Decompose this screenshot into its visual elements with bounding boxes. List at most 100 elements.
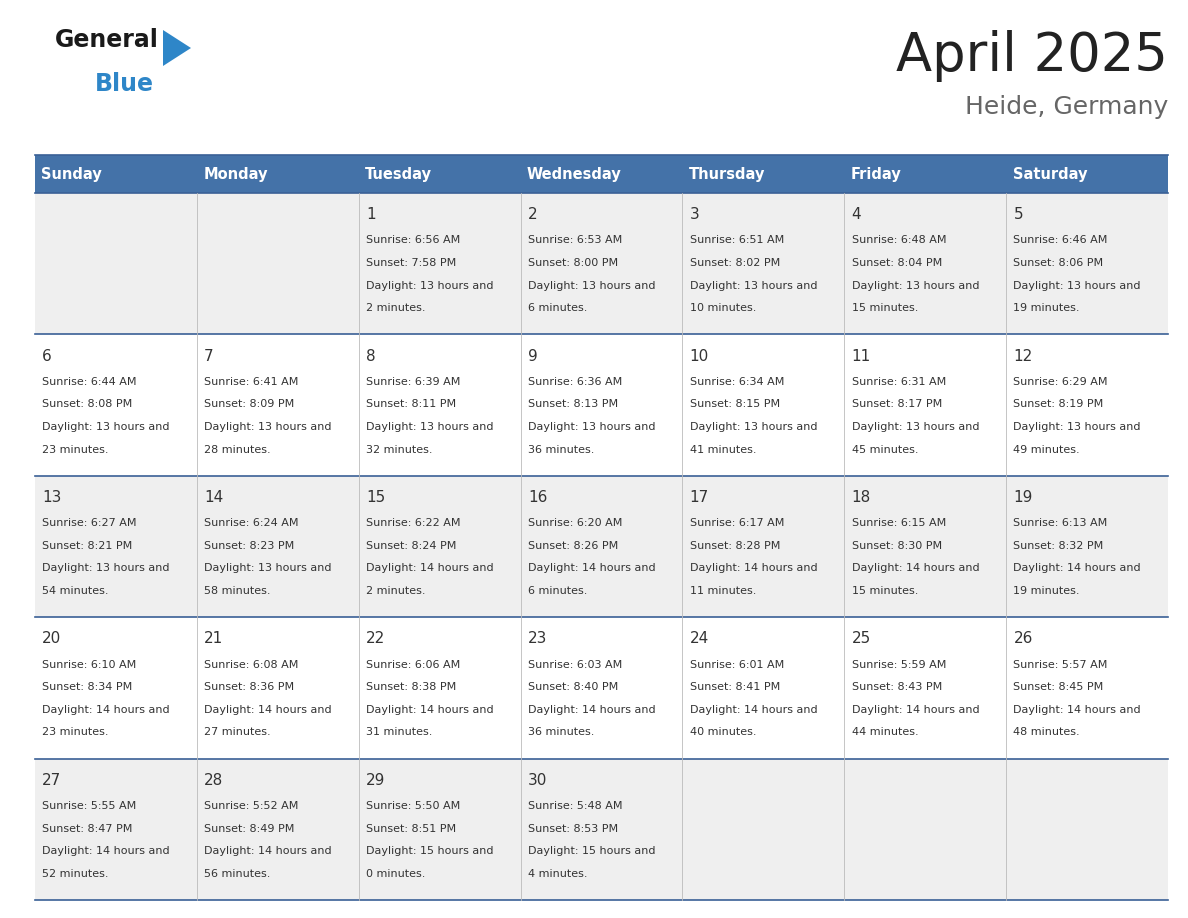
- Text: 28 minutes.: 28 minutes.: [204, 444, 271, 454]
- Text: 45 minutes.: 45 minutes.: [852, 444, 918, 454]
- Text: Daylight: 13 hours and: Daylight: 13 hours and: [366, 422, 493, 432]
- Text: Daylight: 15 hours and: Daylight: 15 hours and: [527, 846, 656, 856]
- Text: Daylight: 13 hours and: Daylight: 13 hours and: [1013, 281, 1140, 291]
- Text: Daylight: 13 hours and: Daylight: 13 hours and: [852, 281, 979, 291]
- Text: 15 minutes.: 15 minutes.: [852, 303, 918, 313]
- Text: 8: 8: [366, 349, 375, 364]
- Text: Sunrise: 6:10 AM: Sunrise: 6:10 AM: [43, 660, 137, 669]
- Text: Daylight: 13 hours and: Daylight: 13 hours and: [527, 281, 656, 291]
- Text: Sunset: 8:47 PM: Sunset: 8:47 PM: [43, 823, 133, 834]
- Text: Sunset: 8:06 PM: Sunset: 8:06 PM: [1013, 258, 1104, 268]
- Text: Sunset: 8:23 PM: Sunset: 8:23 PM: [204, 541, 295, 551]
- Text: Sunset: 8:08 PM: Sunset: 8:08 PM: [43, 399, 133, 409]
- Text: 24: 24: [690, 632, 709, 646]
- Text: Sunrise: 6:44 AM: Sunrise: 6:44 AM: [43, 376, 137, 386]
- Text: Sunset: 8:32 PM: Sunset: 8:32 PM: [1013, 541, 1104, 551]
- Text: 23 minutes.: 23 minutes.: [43, 444, 109, 454]
- Text: Sunrise: 5:50 AM: Sunrise: 5:50 AM: [366, 801, 460, 811]
- Bar: [34, 155, 197, 193]
- Bar: [34, 476, 1168, 617]
- Text: 15 minutes.: 15 minutes.: [852, 586, 918, 596]
- Text: 12: 12: [1013, 349, 1032, 364]
- Text: 18: 18: [852, 490, 871, 505]
- Text: Sunset: 8:38 PM: Sunset: 8:38 PM: [366, 682, 456, 692]
- Text: Sunset: 8:04 PM: Sunset: 8:04 PM: [852, 258, 942, 268]
- Text: Daylight: 13 hours and: Daylight: 13 hours and: [690, 281, 817, 291]
- Bar: [34, 617, 1168, 758]
- Text: Daylight: 13 hours and: Daylight: 13 hours and: [204, 564, 331, 574]
- Text: 20: 20: [43, 632, 62, 646]
- Text: 1: 1: [366, 207, 375, 222]
- Text: 3: 3: [690, 207, 700, 222]
- Text: Sunset: 8:17 PM: Sunset: 8:17 PM: [852, 399, 942, 409]
- Text: Sunrise: 6:29 AM: Sunrise: 6:29 AM: [1013, 376, 1108, 386]
- Text: 10: 10: [690, 349, 709, 364]
- Bar: [197, 155, 359, 193]
- Text: Sunset: 8:51 PM: Sunset: 8:51 PM: [366, 823, 456, 834]
- Text: Daylight: 14 hours and: Daylight: 14 hours and: [1013, 705, 1140, 715]
- Text: Sunrise: 6:36 AM: Sunrise: 6:36 AM: [527, 376, 623, 386]
- Text: Sunrise: 6:24 AM: Sunrise: 6:24 AM: [204, 519, 298, 528]
- Text: Sunset: 8:34 PM: Sunset: 8:34 PM: [43, 682, 133, 692]
- Text: 58 minutes.: 58 minutes.: [204, 586, 271, 596]
- Text: Sunset: 8:41 PM: Sunset: 8:41 PM: [690, 682, 781, 692]
- Text: 26: 26: [1013, 632, 1032, 646]
- Text: 11 minutes.: 11 minutes.: [690, 586, 756, 596]
- Text: Sunset: 8:49 PM: Sunset: 8:49 PM: [204, 823, 295, 834]
- Text: 2 minutes.: 2 minutes.: [366, 303, 425, 313]
- Text: Sunrise: 6:22 AM: Sunrise: 6:22 AM: [366, 519, 461, 528]
- Text: Daylight: 14 hours and: Daylight: 14 hours and: [690, 564, 817, 574]
- Text: Sunrise: 6:27 AM: Sunrise: 6:27 AM: [43, 519, 137, 528]
- Text: Sunrise: 6:17 AM: Sunrise: 6:17 AM: [690, 519, 784, 528]
- Text: Daylight: 15 hours and: Daylight: 15 hours and: [366, 846, 493, 856]
- Text: General: General: [55, 28, 159, 52]
- Text: Daylight: 14 hours and: Daylight: 14 hours and: [690, 705, 817, 715]
- Text: Daylight: 14 hours and: Daylight: 14 hours and: [43, 705, 170, 715]
- Text: Daylight: 14 hours and: Daylight: 14 hours and: [852, 705, 979, 715]
- Text: Sunset: 8:26 PM: Sunset: 8:26 PM: [527, 541, 618, 551]
- Text: Sunset: 8:45 PM: Sunset: 8:45 PM: [1013, 682, 1104, 692]
- Text: 19 minutes.: 19 minutes.: [1013, 303, 1080, 313]
- Text: Daylight: 13 hours and: Daylight: 13 hours and: [690, 422, 817, 432]
- Text: Daylight: 14 hours and: Daylight: 14 hours and: [527, 705, 656, 715]
- Text: 6: 6: [43, 349, 52, 364]
- Text: Sunrise: 5:52 AM: Sunrise: 5:52 AM: [204, 801, 298, 811]
- Bar: [34, 334, 1168, 476]
- Text: 56 minutes.: 56 minutes.: [204, 869, 271, 879]
- Text: Sunset: 8:19 PM: Sunset: 8:19 PM: [1013, 399, 1104, 409]
- Text: 7: 7: [204, 349, 214, 364]
- Bar: [520, 155, 682, 193]
- Text: Tuesday: Tuesday: [365, 166, 432, 182]
- Text: Daylight: 13 hours and: Daylight: 13 hours and: [43, 422, 170, 432]
- Text: Sunset: 8:15 PM: Sunset: 8:15 PM: [690, 399, 779, 409]
- Text: 28: 28: [204, 773, 223, 788]
- Text: Sunrise: 6:01 AM: Sunrise: 6:01 AM: [690, 660, 784, 669]
- Text: Sunrise: 6:56 AM: Sunrise: 6:56 AM: [366, 235, 460, 245]
- Text: Daylight: 14 hours and: Daylight: 14 hours and: [366, 705, 494, 715]
- Text: Sunset: 8:36 PM: Sunset: 8:36 PM: [204, 682, 295, 692]
- Text: 14: 14: [204, 490, 223, 505]
- Text: Sunset: 8:43 PM: Sunset: 8:43 PM: [852, 682, 942, 692]
- Text: 17: 17: [690, 490, 709, 505]
- Text: 16: 16: [527, 490, 548, 505]
- Text: Sunrise: 6:03 AM: Sunrise: 6:03 AM: [527, 660, 623, 669]
- Text: Daylight: 13 hours and: Daylight: 13 hours and: [366, 281, 493, 291]
- Text: Sunset: 8:40 PM: Sunset: 8:40 PM: [527, 682, 618, 692]
- Text: Sunset: 8:11 PM: Sunset: 8:11 PM: [366, 399, 456, 409]
- Text: 30: 30: [527, 773, 548, 788]
- Text: 9: 9: [527, 349, 538, 364]
- Text: Daylight: 14 hours and: Daylight: 14 hours and: [852, 564, 979, 574]
- Text: Sunrise: 6:13 AM: Sunrise: 6:13 AM: [1013, 519, 1107, 528]
- Text: Sunrise: 6:53 AM: Sunrise: 6:53 AM: [527, 235, 623, 245]
- Text: 11: 11: [852, 349, 871, 364]
- Text: 10 minutes.: 10 minutes.: [690, 303, 756, 313]
- Text: 29: 29: [366, 773, 385, 788]
- Text: 52 minutes.: 52 minutes.: [43, 869, 109, 879]
- Text: Sunrise: 6:31 AM: Sunrise: 6:31 AM: [852, 376, 946, 386]
- Text: Sunset: 8:30 PM: Sunset: 8:30 PM: [852, 541, 942, 551]
- Text: 6 minutes.: 6 minutes.: [527, 586, 587, 596]
- Text: 41 minutes.: 41 minutes.: [690, 444, 757, 454]
- Bar: [34, 758, 1168, 900]
- Text: 40 minutes.: 40 minutes.: [690, 727, 757, 737]
- Text: 22: 22: [366, 632, 385, 646]
